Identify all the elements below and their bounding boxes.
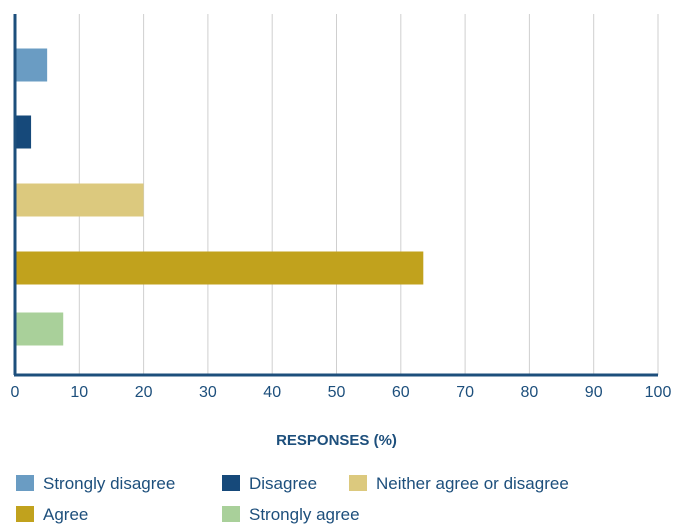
legend-swatch-disagree bbox=[222, 475, 240, 491]
x-axis-title: RESPONSES (%) bbox=[276, 432, 397, 449]
bar-strongly-disagree bbox=[15, 48, 48, 82]
legend-swatch-agree bbox=[16, 506, 34, 522]
x-tick-label-40: 40 bbox=[263, 384, 281, 401]
grid-lines bbox=[78, 14, 659, 375]
legend-label-agree: Agree bbox=[43, 505, 88, 524]
x-tick-label-90: 90 bbox=[585, 384, 603, 401]
legend-label-neither-agree-or-disagree: Neither agree or disagree bbox=[376, 474, 569, 493]
x-tick-label-30: 30 bbox=[199, 384, 217, 401]
x-tick-label-80: 80 bbox=[521, 384, 539, 401]
x-tick-label-20: 20 bbox=[135, 384, 153, 401]
bar-strongly-agree bbox=[15, 312, 64, 346]
x-tick-label-70: 70 bbox=[456, 384, 474, 401]
legend-swatch-strongly-disagree bbox=[16, 475, 34, 491]
legend: Strongly disagree Disagree Neither agree o… bbox=[16, 474, 569, 524]
bar-disagree bbox=[15, 115, 32, 149]
x-tick-label-0: 0 bbox=[11, 384, 20, 401]
legend-label-strongly-disagree: Strongly disagree bbox=[43, 474, 175, 493]
bar-neither-agree-or-disagree bbox=[15, 183, 144, 217]
x-tick-label-60: 60 bbox=[392, 384, 410, 401]
x-tick-labels: 0 10 20 30 40 50 60 70 80 90 100 bbox=[11, 384, 672, 401]
bar-agree bbox=[15, 251, 424, 285]
bars bbox=[15, 48, 424, 346]
x-tick-label-50: 50 bbox=[328, 384, 346, 401]
legend-swatch-neither-agree-or-disagree bbox=[349, 475, 367, 491]
x-tick-label-100: 100 bbox=[645, 384, 672, 401]
legend-swatch-strongly-agree bbox=[222, 506, 240, 522]
legend-label-disagree: Disagree bbox=[249, 474, 317, 493]
x-tick-label-10: 10 bbox=[70, 384, 88, 401]
legend-label-strongly-agree: Strongly agree bbox=[249, 505, 360, 524]
